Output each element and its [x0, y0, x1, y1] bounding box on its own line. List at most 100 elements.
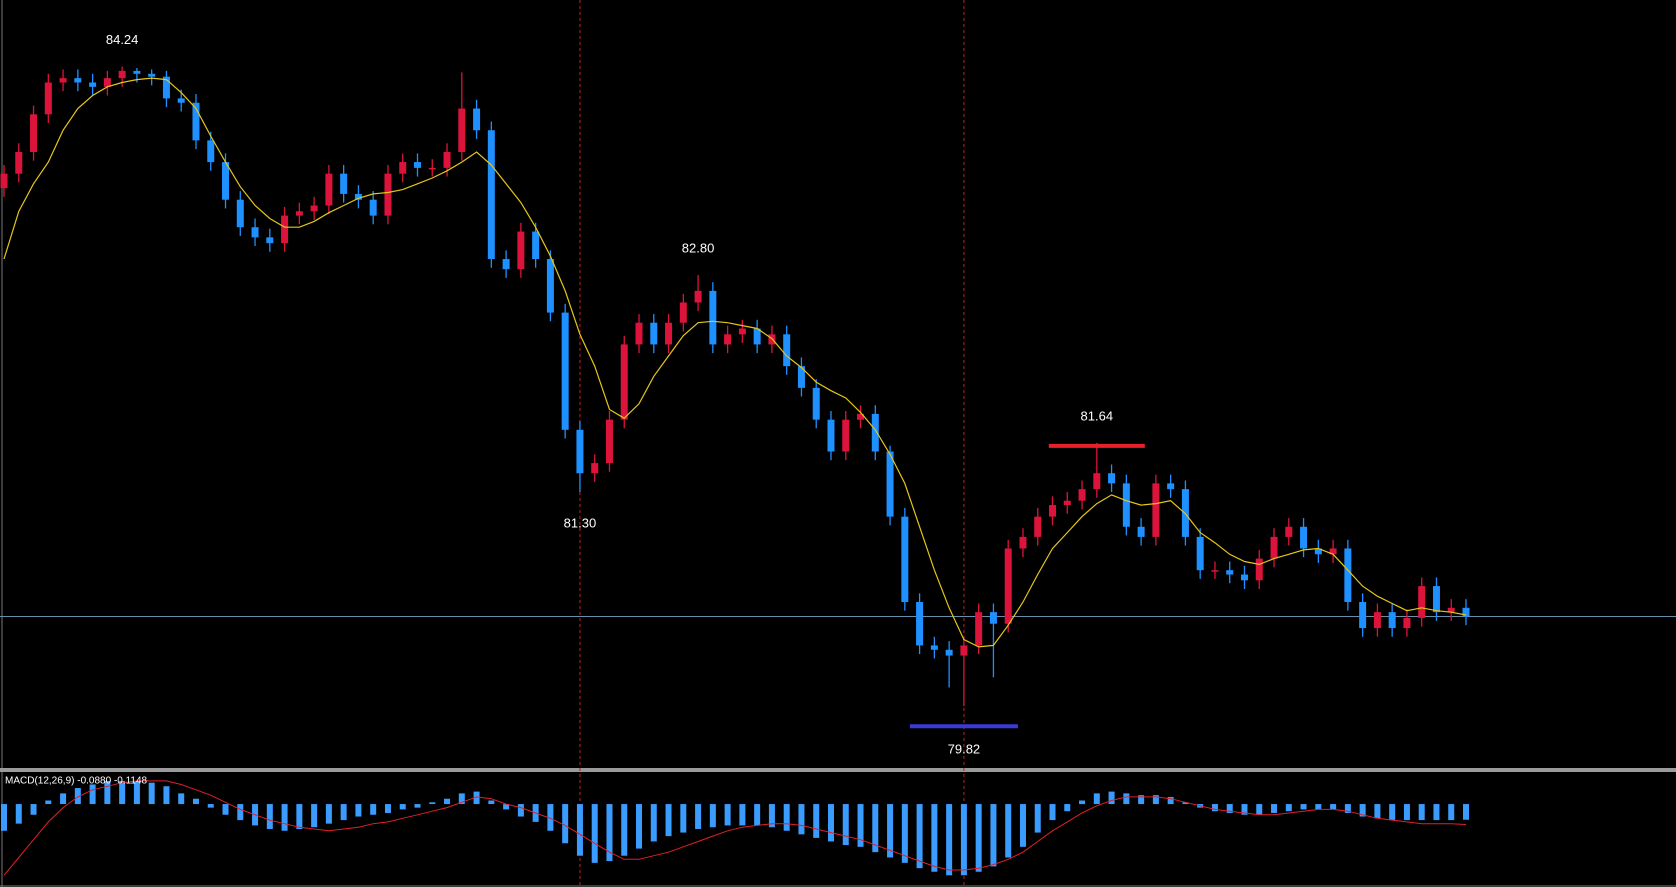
macd-histogram-bar — [1108, 791, 1115, 805]
candle-body — [532, 231, 540, 260]
price-annotation: 84.24 — [106, 32, 139, 47]
candle-body — [74, 78, 82, 83]
candle-body — [812, 387, 820, 420]
macd-histogram-bar — [503, 804, 510, 810]
candle-body — [1019, 536, 1027, 549]
macd-histogram-bar — [1448, 804, 1455, 821]
candle-body — [1255, 558, 1263, 581]
candle-body — [1240, 574, 1248, 581]
macd-histogram-bar — [1256, 804, 1263, 815]
macd-histogram-bar — [872, 804, 879, 853]
macd-histogram-bar — [916, 804, 923, 869]
macd-histogram-bar — [325, 804, 332, 824]
macd-histogram-bar — [1389, 804, 1396, 821]
macd-histogram-bar — [636, 804, 643, 849]
candle-body — [1432, 586, 1440, 613]
candle-body — [369, 199, 377, 216]
macd-histogram-bar — [576, 804, 583, 856]
macd-histogram-bar — [89, 784, 96, 805]
candle-body — [1093, 473, 1101, 490]
candle-body — [1403, 617, 1411, 629]
macd-histogram-bar — [1403, 804, 1410, 821]
macd-histogram-bar — [798, 804, 805, 835]
candle-body — [222, 162, 230, 200]
macd-histogram-bar — [842, 804, 849, 846]
candle-body — [162, 76, 170, 99]
candle-body — [354, 193, 362, 200]
macd-histogram-bar — [414, 804, 421, 808]
macd-histogram-bar — [1034, 804, 1041, 833]
price-annotation: 79.82 — [948, 742, 981, 757]
candle-body — [118, 70, 126, 79]
macd-histogram-bar — [946, 804, 953, 876]
macd-histogram-bar — [192, 798, 199, 805]
macd-histogram-bar — [975, 804, 982, 872]
candle-body — [1078, 489, 1086, 501]
candle-body — [281, 215, 289, 244]
macd-histogram-bar — [30, 804, 37, 815]
macd-histogram-bar — [606, 804, 613, 862]
macd-histogram-bar — [355, 804, 362, 817]
macd-histogram-bar — [768, 804, 775, 828]
macd-histogram-bar — [621, 804, 628, 856]
macd-histogram-bar — [222, 804, 229, 815]
candle-body — [591, 463, 599, 474]
candle-body — [975, 612, 983, 646]
macd-histogram-bar — [429, 802, 436, 805]
candle-body — [15, 151, 23, 174]
candle-body — [89, 82, 97, 87]
macd-histogram-bar — [1079, 800, 1086, 805]
candle-body — [192, 102, 200, 141]
candle-body — [1063, 500, 1071, 506]
macd-histogram-bar — [547, 804, 554, 831]
macd-histogram-bar — [1064, 804, 1071, 812]
macd-histogram-bar — [473, 791, 480, 805]
candle-body — [1447, 607, 1455, 613]
candle-body — [251, 227, 259, 238]
candle-body — [1388, 612, 1396, 629]
macd-histogram-bar — [207, 804, 214, 808]
candle-body — [635, 322, 643, 345]
candle-body — [916, 602, 924, 646]
candle-body — [473, 108, 481, 131]
candle-body — [0, 173, 8, 189]
candle-body — [709, 290, 717, 345]
macd-histogram-bar — [104, 780, 111, 805]
candle-body — [753, 328, 761, 345]
candle-body — [443, 151, 451, 168]
macd-histogram-bar — [1167, 796, 1174, 805]
macd-histogram-bar — [311, 804, 318, 828]
macd-histogram-bar — [591, 804, 598, 863]
candle-body — [665, 322, 673, 345]
candle-body — [1270, 536, 1278, 559]
candle-body — [901, 516, 909, 603]
macd-histogram-bar — [1271, 804, 1278, 813]
candle-body — [857, 413, 865, 420]
macd-histogram-bar — [813, 804, 820, 838]
macd-histogram-bar — [901, 804, 908, 863]
candle-body — [605, 419, 613, 464]
candle-body — [1004, 548, 1012, 624]
candle-body — [989, 612, 997, 624]
candle-body — [620, 344, 628, 420]
candle-body — [1329, 548, 1337, 555]
macd-histogram-bar — [163, 786, 170, 805]
candle-body — [679, 302, 687, 323]
macd-histogram-bar — [444, 798, 451, 805]
macd-histogram-bar — [148, 782, 155, 805]
macd-histogram-bar — [119, 780, 126, 805]
candle-body — [1211, 570, 1219, 572]
macd-histogram-bar — [60, 793, 67, 805]
macd-histogram-bar — [754, 804, 761, 826]
macd-histogram-bar — [1344, 804, 1351, 813]
macd-histogram-bar — [1463, 804, 1469, 820]
candle-body — [960, 645, 968, 656]
macd-histogram-bar — [1226, 804, 1233, 813]
macd-histogram-bar — [296, 804, 303, 829]
candle-body — [266, 237, 274, 244]
candle-body — [295, 211, 303, 216]
macd-histogram-bar — [680, 804, 687, 833]
macd-histogram-bar — [1123, 793, 1130, 805]
macd-histogram-bar — [45, 800, 52, 805]
